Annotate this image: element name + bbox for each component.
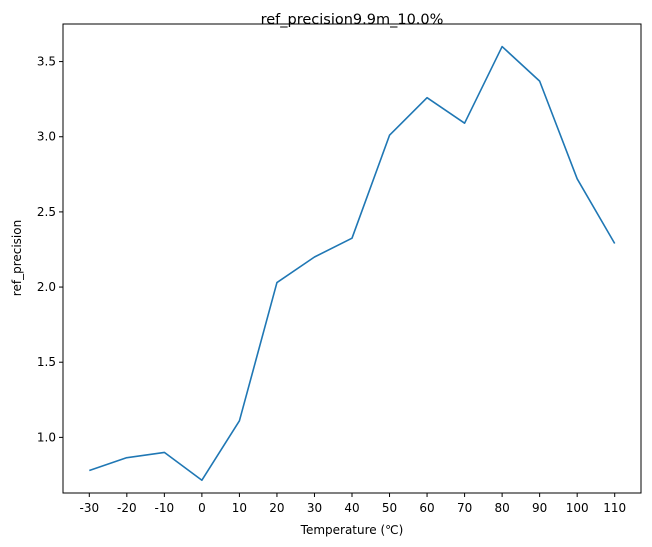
x-tick-label: 80 [494,501,509,515]
x-tick-label: 0 [198,501,206,515]
series-line [89,45,616,482]
x-tick-label: -20 [117,501,137,515]
chart-title: ref_precision9.9m_10.0% [261,12,444,28]
x-tick-label: -10 [155,501,175,515]
y-tick-label: 3.0 [37,130,56,144]
y-tick-label: 1.5 [37,355,56,369]
y-tick-label: 2.5 [37,205,56,219]
x-tick-label: 20 [269,501,284,515]
y-tick-label: 1.0 [37,430,56,444]
y-tick-label: 2.0 [37,280,56,294]
x-tick-label: 90 [532,501,547,515]
x-tick-label: 60 [419,501,434,515]
x-tick-label: 30 [307,501,322,515]
x-tick-label: 50 [382,501,397,515]
x-tick-label: -30 [79,501,99,515]
x-tick-label: 40 [344,501,359,515]
y-axis-title: ref_precision [10,220,24,296]
y-tick-label: 3.5 [37,55,56,69]
plot-area [62,23,642,494]
x-tick-label: 100 [566,501,589,515]
x-tick-label: 10 [232,501,247,515]
x-tick-label: 70 [457,501,472,515]
x-axis-title: Temperature (℃) [300,523,404,537]
x-tick-label: 110 [603,501,626,515]
tick-group: -30 -20 -10 0 10 20 30 40 50 60 70 80 90 100 110 1.0 1.5… [37,55,626,515]
